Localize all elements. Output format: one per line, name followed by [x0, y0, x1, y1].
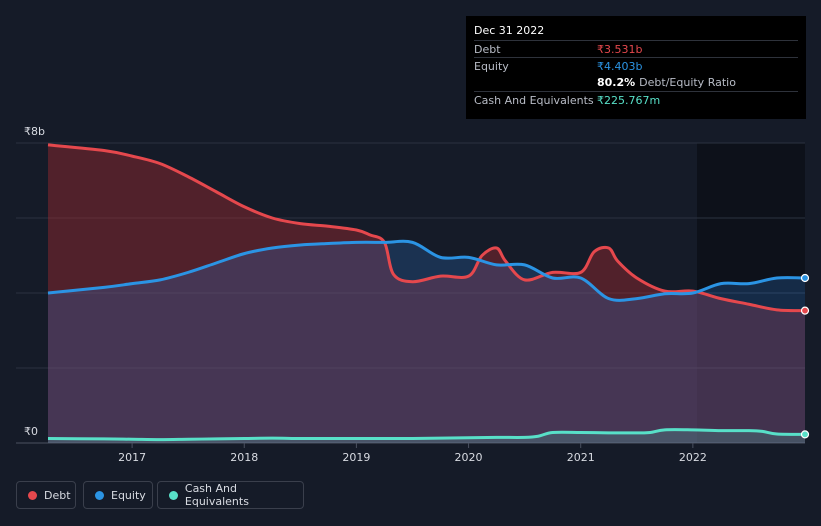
y-axis-top-label: ₹8b	[24, 125, 45, 138]
tooltip-row-debt: Debt ₹3.531b	[474, 40, 798, 58]
debt-end-marker	[800, 306, 810, 315]
cash-dot-icon	[169, 490, 178, 500]
tooltip-row-ratio: 80.2% Debt/Equity Ratio	[474, 74, 798, 91]
x-tick-label: 2017	[118, 451, 146, 464]
x-axis-ticks: 2017 2018 2019 2020 2021 2022	[118, 443, 707, 464]
debt-dot-icon	[28, 490, 37, 500]
tooltip-ratio: 80.2% Debt/Equity Ratio	[597, 76, 736, 89]
series-end-markers	[800, 273, 810, 439]
equity-dot-icon	[95, 490, 104, 500]
debt-area	[48, 144, 805, 443]
legend-debt[interactable]: Debt	[16, 481, 76, 509]
tooltip-ratio-label: Debt/Equity Ratio	[639, 76, 736, 89]
tooltip-date: Dec 31 2022	[474, 24, 545, 37]
cash-and-equivalents-end-marker	[800, 430, 810, 439]
tooltip-row-equity: Equity ₹4.403b	[474, 57, 798, 75]
tooltip-debt-value: ₹3.531b	[597, 43, 643, 56]
tooltip-debt-label: Debt	[474, 43, 501, 56]
tooltip-ratio-value: 80.2%	[597, 76, 636, 89]
cash-and-equivalents-line	[47, 428, 806, 442]
debt-line	[47, 143, 806, 313]
tooltip-cash-value: ₹225.767m	[597, 94, 661, 107]
legend-debt-label: Debt	[44, 488, 71, 502]
tooltip: Dec 31 2022 Debt ₹3.531b Equity ₹4.403b …	[466, 16, 806, 119]
equity-end-marker	[800, 273, 810, 283]
equity-area	[48, 241, 805, 443]
x-tick-label: 2022	[679, 451, 707, 464]
x-tick-label: 2019	[342, 451, 370, 464]
x-tick-label: 2021	[567, 451, 595, 464]
series-lines	[47, 143, 806, 442]
tooltip-row-cash: Cash And Equivalents ₹225.767m	[474, 91, 798, 109]
legend-cash[interactable]: Cash And Equivalents	[157, 481, 304, 509]
x-tick-label: 2018	[230, 451, 258, 464]
legend-equity[interactable]: Equity	[83, 481, 153, 509]
tooltip-equity-label: Equity	[474, 60, 509, 73]
equity-line	[47, 239, 806, 302]
x-tick-label: 2020	[455, 451, 483, 464]
y-axis-bottom-label: ₹0	[24, 425, 38, 438]
legend-cash-label: Cash And Equivalents	[184, 482, 249, 508]
legend-equity-label: Equity	[111, 488, 146, 502]
tooltip-equity-value: ₹4.403b	[597, 60, 643, 73]
tooltip-cash-label: Cash And Equivalents	[474, 94, 594, 107]
